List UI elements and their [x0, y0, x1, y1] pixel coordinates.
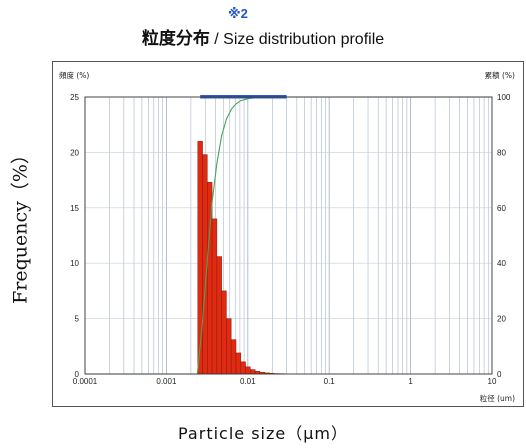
histogram-bar	[211, 218, 218, 375]
x-tick-label: 0.0001	[73, 377, 98, 386]
chart-title: 粒度分布 / Size distribution profile	[0, 24, 526, 49]
x-tick-label: 1	[408, 377, 413, 386]
y2-tick-label: 80	[497, 148, 506, 157]
y2-tick-label: 20	[497, 315, 506, 324]
y-axis-label-wrap: Frequency（%）	[2, 116, 32, 326]
right-axis-caption: 累積 (%)	[485, 70, 515, 80]
x-tick-label: 0.01	[240, 377, 256, 386]
y-tick-label: 10	[70, 259, 79, 268]
x-tick-label: 0.1	[324, 377, 336, 386]
title-note-mark: ※2	[228, 6, 248, 21]
y-tick-label: 5	[75, 315, 80, 324]
y2-tick-label: 40	[497, 259, 506, 268]
histogram-bar	[245, 366, 251, 375]
plot-area-border	[84, 96, 493, 375]
histogram-bar	[250, 369, 256, 375]
chart-title-jp: 粒度分布	[141, 29, 210, 49]
y-tick-label: 25	[70, 93, 79, 102]
histogram-bar	[230, 339, 237, 375]
y-axis-label: Frequency（%）	[9, 145, 32, 304]
histogram-bar	[197, 141, 203, 375]
chart-svg: 0.0001 0.001 0.01 0.1 1 100510152025020406080…	[59, 70, 515, 403]
x-unit-caption: 粒径 (um)	[480, 393, 515, 403]
y-tick-label: 20	[70, 148, 79, 157]
histogram-bar	[240, 361, 246, 375]
chart-title-en: / Size distribution profile	[209, 31, 385, 48]
x-tick-label: 10	[488, 377, 497, 386]
x-tick-label: 0.001	[156, 377, 177, 386]
histogram-bar	[221, 290, 227, 375]
cumulative-curve	[85, 96, 492, 375]
chart-frame: 0.0001 0.001 0.01 0.1 1 10 0 5 10 15 20 25 0 20 40 60 80…	[52, 61, 524, 407]
y-tick-label: 0	[75, 370, 80, 379]
y-tick-label: 15	[70, 204, 79, 213]
y2-tick-label: 60	[497, 204, 506, 213]
histogram-bar	[216, 256, 222, 375]
histogram-bar	[235, 352, 242, 375]
x-axis-label: Particle size（μm）	[178, 424, 348, 443]
y2-tick-label: 0	[497, 370, 502, 379]
y2-tick-label: 100	[497, 93, 511, 102]
histogram-bar	[226, 318, 232, 375]
left-axis-caption: 頻度 (%)	[59, 70, 89, 80]
